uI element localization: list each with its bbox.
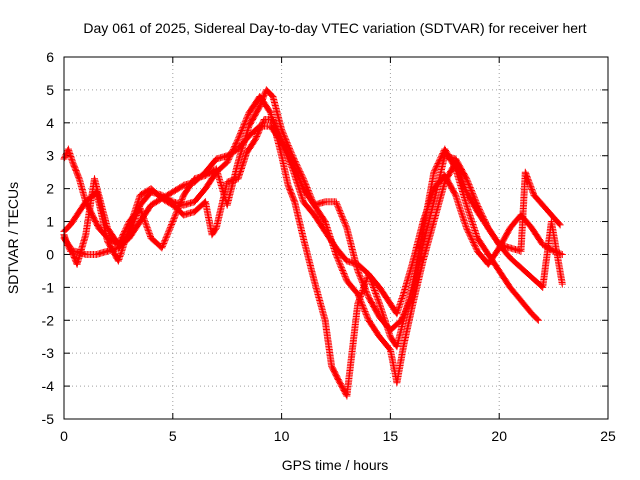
axis-ticks — [63, 56, 609, 420]
y-tick-label: 6 — [46, 49, 54, 65]
tick-labels: 0 5 10 15 20 25 -5 -4 -3 -2 -1 0 1 2 3 4 5 6 — [42, 49, 616, 444]
y-axis-label: SDTVAR / TECUs — [5, 182, 21, 294]
y-tick-label: 4 — [46, 115, 54, 131]
y-tick-label: 0 — [46, 246, 54, 262]
y-tick-label: -2 — [42, 312, 55, 328]
y-tick-label: 3 — [46, 148, 54, 164]
x-tick-label: 20 — [491, 428, 507, 444]
x-axis-label: GPS time / hours — [282, 457, 389, 473]
y-tick-label: 5 — [46, 82, 54, 98]
x-tick-label: 0 — [60, 428, 68, 444]
y-tick-label: -5 — [42, 411, 55, 427]
y-tick-label: -4 — [42, 378, 55, 394]
chart-title: Day 061 of 2025, Sidereal Day-to-day VTE… — [83, 20, 586, 36]
x-tick-label: 5 — [169, 428, 177, 444]
x-tick-label: 25 — [600, 428, 616, 444]
y-tick-label: 1 — [46, 214, 54, 230]
y-tick-label: -3 — [42, 345, 55, 361]
y-tick-label: 2 — [46, 181, 54, 197]
data-points — [60, 86, 566, 400]
x-tick-label: 15 — [383, 428, 399, 444]
series-3 — [60, 86, 566, 387]
y-tick-label: -1 — [42, 279, 55, 295]
grid — [64, 57, 608, 419]
series-markers — [60, 86, 566, 387]
x-tick-label: 10 — [274, 428, 290, 444]
plot-frame — [63, 56, 609, 420]
